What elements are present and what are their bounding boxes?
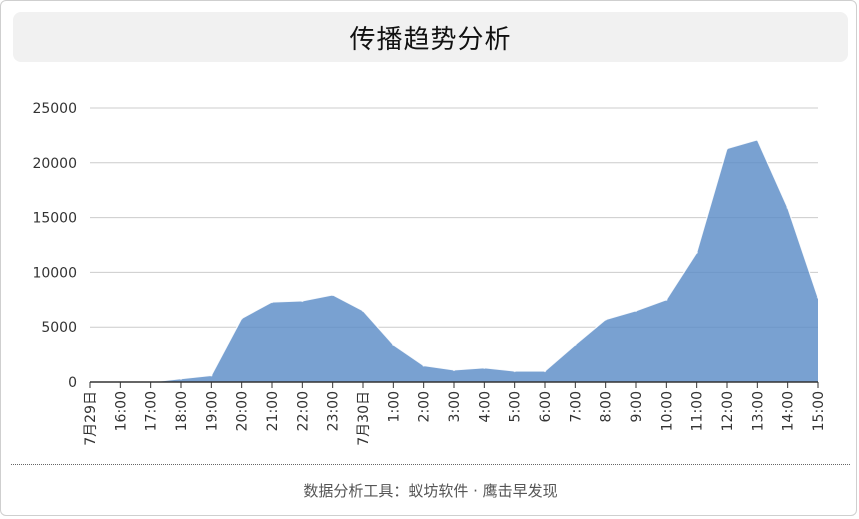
x-tick-label: 13:00 [750, 391, 766, 431]
data-point [513, 369, 516, 373]
x-tick-label: 6:00 [538, 391, 554, 422]
x-tick-label: 1:00 [386, 391, 402, 422]
data-point [543, 369, 547, 373]
y-tick-label: 0 [68, 375, 77, 391]
x-tick-label: 5:00 [508, 391, 524, 422]
data-point [452, 368, 456, 372]
x-tick-label: 22:00 [295, 391, 311, 431]
data-point [422, 364, 425, 367]
x-tick-label: 4:00 [477, 391, 493, 422]
footer-divider [11, 464, 850, 465]
data-point [816, 296, 820, 299]
x-tick-label: 18:00 [174, 391, 190, 431]
data-point [210, 374, 213, 377]
y-tick-label: 5000 [41, 320, 77, 336]
x-tick-label: 10:00 [659, 391, 675, 431]
title-bar: 传播趋势分析 [13, 12, 848, 62]
x-tick-label: 23:00 [326, 391, 342, 431]
x-tick-label: 15:00 [811, 391, 827, 431]
area-fill [90, 139, 818, 382]
data-point [331, 293, 334, 297]
data-point [483, 366, 486, 369]
data-point [756, 138, 759, 141]
x-tick-label: 2:00 [417, 391, 433, 422]
y-tick-label: 20000 [32, 156, 77, 172]
data-point [574, 343, 577, 346]
x-tick-label: 11:00 [690, 391, 706, 431]
x-tick-label: 14:00 [781, 391, 797, 431]
y-tick-label: 25000 [32, 101, 77, 117]
x-tick-label: 7:00 [568, 391, 584, 422]
x-tick-label: 20:00 [235, 391, 251, 431]
data-point [301, 299, 304, 303]
x-tick-label: 12:00 [720, 391, 736, 431]
x-tick-label: 7月29日 [83, 391, 99, 446]
data-point [786, 206, 789, 209]
data-point [361, 309, 365, 312]
x-tick-label: 21:00 [265, 391, 281, 431]
data-point [604, 318, 607, 321]
chart-title: 传播趋势分析 [349, 24, 512, 55]
x-tick-label: 9:00 [629, 391, 645, 422]
x-tick-label: 7月30日 [356, 391, 372, 446]
data-point [695, 251, 698, 254]
x-tick-label: 3:00 [447, 391, 463, 422]
data-point [634, 309, 638, 312]
data-point [179, 377, 183, 380]
data-point [665, 298, 668, 301]
data-point [392, 343, 395, 346]
y-tick-label: 10000 [32, 265, 77, 281]
x-tick-label: 16:00 [113, 391, 129, 431]
x-tick-label: 19:00 [204, 391, 220, 431]
x-tick-label: 17:00 [144, 391, 160, 431]
x-tick-label: 8:00 [599, 391, 615, 422]
footer-credit: 数据分析工具：蚁坊软件 · 鹰击早发现 [303, 482, 558, 500]
data-point [725, 147, 729, 150]
data-point [270, 300, 274, 304]
y-tick-label: 15000 [32, 211, 77, 227]
data-point [240, 317, 243, 320]
